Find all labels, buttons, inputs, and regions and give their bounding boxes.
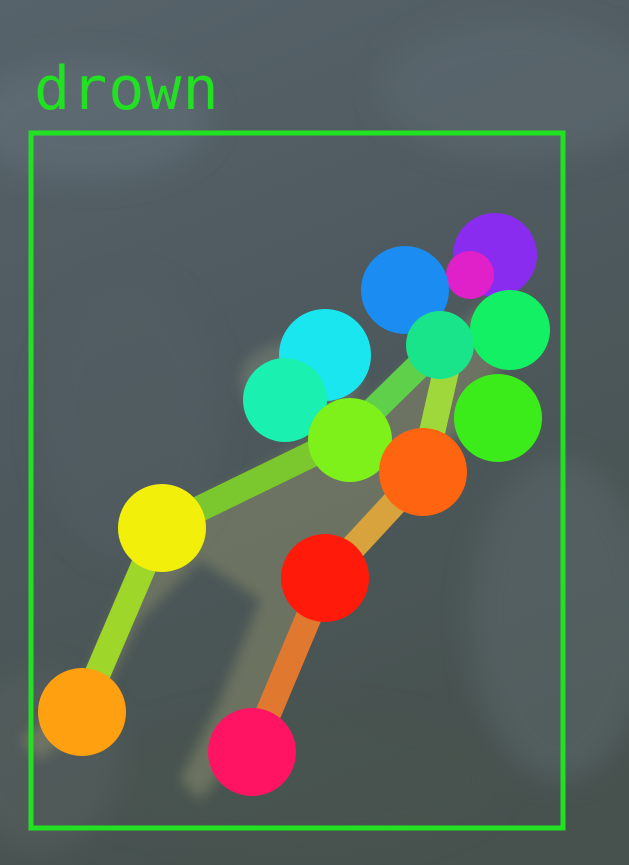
center-joint <box>308 398 392 482</box>
magenta-joint <box>446 251 494 299</box>
orange-joint <box>379 428 467 516</box>
blue-joint <box>361 246 449 334</box>
yellow-joint <box>118 484 206 572</box>
detection-label: drown <box>34 54 220 124</box>
detection-box <box>28 130 566 831</box>
teal-joint <box>243 358 327 442</box>
spring-green-joint <box>470 290 550 370</box>
red-joint <box>281 534 369 622</box>
lower-left-joint <box>38 668 126 756</box>
right-green-joint <box>454 374 542 462</box>
upper-green-joint <box>406 311 474 379</box>
skeleton-joints <box>38 213 550 796</box>
bottom-joint <box>208 708 296 796</box>
